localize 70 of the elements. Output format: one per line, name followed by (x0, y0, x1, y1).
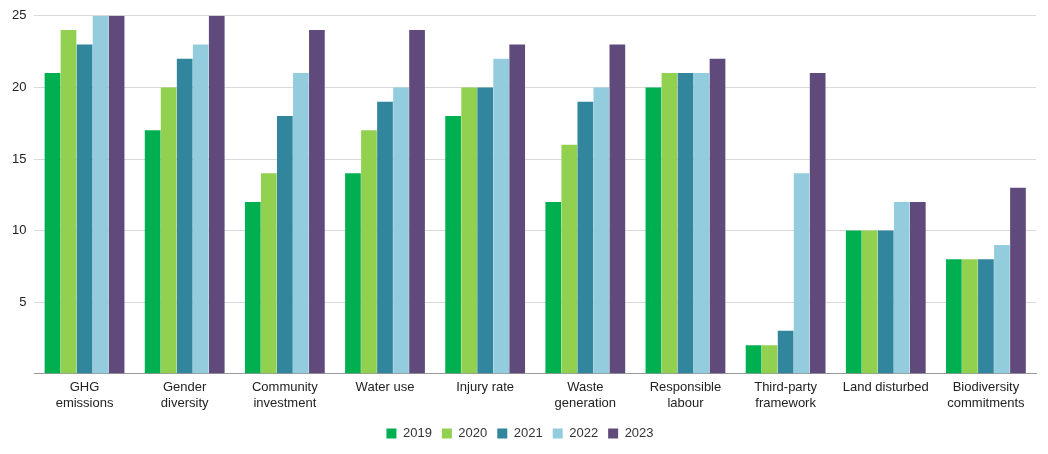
bar (144, 130, 161, 374)
bar (909, 201, 926, 374)
y-tick-label: 5 (19, 293, 27, 309)
bar (493, 58, 510, 374)
bar (445, 116, 461, 374)
bar (461, 87, 477, 374)
bar (561, 144, 578, 374)
bar (192, 44, 209, 374)
bar (877, 230, 894, 374)
bar (108, 15, 125, 374)
bar (60, 30, 77, 374)
bar (509, 44, 526, 374)
x-tick-label: Third-party framework (754, 379, 818, 410)
bar (677, 73, 694, 374)
bar (845, 230, 862, 374)
bar (745, 345, 762, 374)
y-tick-label: 25 (11, 7, 27, 23)
bar (661, 73, 678, 374)
bar (962, 259, 978, 374)
y-tick-label: 20 (11, 78, 27, 94)
bar (994, 244, 1010, 374)
bar (645, 87, 662, 374)
bar (160, 87, 177, 374)
x-tick-label: Community investment (251, 379, 319, 410)
bar (345, 173, 361, 374)
x-tick-label: Land disturbed (842, 379, 929, 395)
bar (361, 130, 377, 374)
bar (309, 30, 325, 374)
legend-label: 2020 (458, 425, 488, 441)
bar (809, 73, 826, 374)
bar (276, 116, 293, 374)
bar (545, 201, 562, 374)
y-tick-label: 10 (11, 222, 27, 238)
legend-label: 2019 (402, 425, 432, 441)
bar (593, 87, 610, 374)
legend-label: 2023 (624, 425, 654, 441)
bar (893, 201, 910, 374)
x-tick-label: Waste generation (554, 379, 617, 410)
x-tick-label: Injury rate (456, 379, 515, 395)
bar (293, 73, 309, 374)
bar (693, 73, 710, 374)
x-tick-label: Water use (355, 379, 415, 395)
bar (861, 230, 878, 374)
bar (577, 101, 594, 374)
x-tick-label: GHG emissions (55, 379, 114, 410)
bar (244, 201, 261, 374)
legend-label: 2021 (513, 425, 543, 441)
bar (44, 73, 61, 374)
bar (176, 58, 193, 374)
bar (709, 58, 726, 374)
x-tick-label: Gender diversity (160, 379, 210, 410)
bar (793, 173, 810, 374)
bar (761, 345, 778, 374)
bar (609, 44, 626, 374)
x-tick-label: Responsible labour (649, 379, 722, 410)
bar (92, 15, 109, 374)
x-tick-label: Biodiversity commitments (947, 379, 1026, 410)
bar (409, 30, 425, 374)
bar (1010, 187, 1026, 374)
bar (946, 259, 962, 374)
bar (477, 87, 494, 374)
bar (393, 87, 409, 374)
bar (76, 44, 93, 374)
bar (777, 330, 794, 374)
bar (377, 101, 393, 374)
bar (260, 173, 277, 374)
y-tick-label: 15 (11, 150, 27, 166)
bar (978, 259, 994, 374)
legend-label: 2022 (569, 425, 599, 441)
bar (208, 15, 225, 374)
